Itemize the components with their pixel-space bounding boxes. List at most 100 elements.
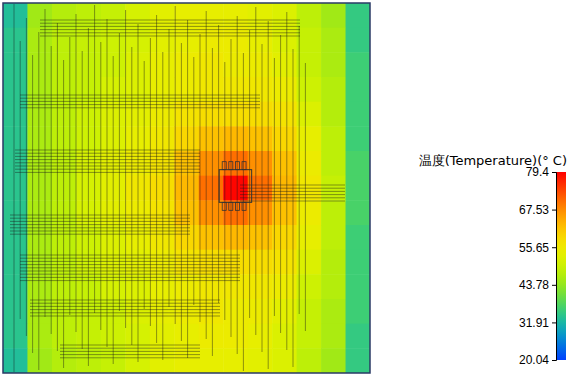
heat-cell — [346, 77, 370, 102]
heat-cell — [223, 28, 248, 53]
tick-label: 67.53 — [519, 203, 549, 217]
trace — [15, 153, 200, 154]
trace — [10, 234, 190, 235]
heat-cell — [174, 52, 199, 77]
heat-cell — [346, 250, 370, 275]
heat-cell — [3, 52, 28, 77]
heat-cell — [150, 225, 175, 250]
heat-cell — [27, 299, 52, 324]
heat-cell — [297, 102, 322, 127]
trace — [15, 169, 200, 170]
heat-cell — [150, 28, 175, 53]
trace — [20, 267, 240, 268]
heat-cell — [150, 3, 175, 28]
trace — [175, 6, 176, 324]
trace — [150, 38, 151, 326]
heat-cell — [3, 28, 28, 53]
trace — [240, 197, 345, 198]
heat-cell — [321, 3, 346, 28]
heat-cell — [174, 176, 199, 201]
trace — [15, 159, 200, 160]
trace — [206, 11, 207, 339]
heat-cell — [27, 348, 52, 373]
heat-cell — [297, 28, 322, 53]
heat-cell — [76, 3, 101, 28]
trace — [113, 56, 114, 364]
trace — [169, 29, 170, 307]
heat-cell — [199, 299, 224, 324]
heat-cell — [27, 3, 52, 28]
trace — [20, 104, 260, 105]
heat-cell — [297, 348, 322, 373]
trace — [240, 194, 345, 195]
heat-cell — [27, 324, 52, 349]
trace — [200, 34, 201, 322]
heat-cell — [199, 3, 224, 28]
trace — [240, 188, 345, 189]
heat-cell — [297, 274, 322, 299]
trace — [14, 4, 15, 372]
heat-cell — [297, 324, 322, 349]
trace — [20, 271, 240, 272]
heat-cell — [223, 151, 248, 176]
heat-cell — [321, 126, 346, 151]
tick-mark — [552, 247, 556, 248]
heat-cell — [321, 52, 346, 77]
trace — [240, 191, 345, 192]
heat-cell — [174, 225, 199, 250]
tick-label: 55.65 — [519, 241, 549, 255]
heat-cell — [174, 274, 199, 299]
heat-cell — [174, 126, 199, 151]
heat-cell — [248, 250, 273, 275]
trace — [20, 101, 260, 102]
trace — [10, 224, 190, 225]
heat-cell — [174, 3, 199, 28]
heat-cell — [346, 151, 370, 176]
heat-cell — [76, 52, 101, 77]
trace — [20, 264, 240, 265]
trace — [255, 7, 256, 335]
chip-pin — [235, 162, 239, 170]
heat-cell — [248, 324, 273, 349]
heat-cell — [76, 102, 101, 127]
trace — [293, 49, 294, 367]
heat-cell — [223, 299, 248, 324]
tick-mark — [552, 360, 556, 361]
trace — [274, 58, 275, 316]
trace — [20, 261, 240, 262]
heat-cell — [101, 28, 126, 53]
heat-cell — [223, 348, 248, 373]
heat-cell — [52, 299, 77, 324]
chip-pin — [222, 202, 226, 210]
heat-cell — [174, 28, 199, 53]
heat-cell — [199, 102, 224, 127]
heat-cell — [174, 299, 199, 324]
heat-cell — [199, 176, 224, 201]
trace — [15, 162, 200, 163]
heat-cell — [27, 126, 52, 151]
colorbar-axis: 20.0431.9143.7855.6567.5379.4 — [519, 165, 557, 367]
heat-cell — [52, 126, 77, 151]
heat-cell — [248, 299, 273, 324]
heat-cell — [248, 200, 273, 225]
heat-cell — [52, 52, 77, 77]
trace — [15, 156, 200, 157]
trace — [30, 312, 220, 313]
heat-cell — [248, 102, 273, 127]
heat-cell — [27, 176, 52, 201]
heat-cell — [297, 77, 322, 102]
tick-mark — [552, 322, 556, 323]
trace — [30, 306, 220, 307]
trace — [240, 201, 345, 202]
trace — [231, 39, 232, 337]
heat-cell — [199, 126, 224, 151]
plot-frame — [3, 3, 370, 373]
trace — [63, 60, 64, 368]
heat-cell — [346, 52, 370, 77]
heat-cell — [3, 299, 28, 324]
heat-cell — [76, 299, 101, 324]
tick-label: 43.78 — [519, 278, 549, 292]
heat-cell — [76, 126, 101, 151]
trace — [15, 150, 200, 151]
heat-cell — [199, 52, 224, 77]
